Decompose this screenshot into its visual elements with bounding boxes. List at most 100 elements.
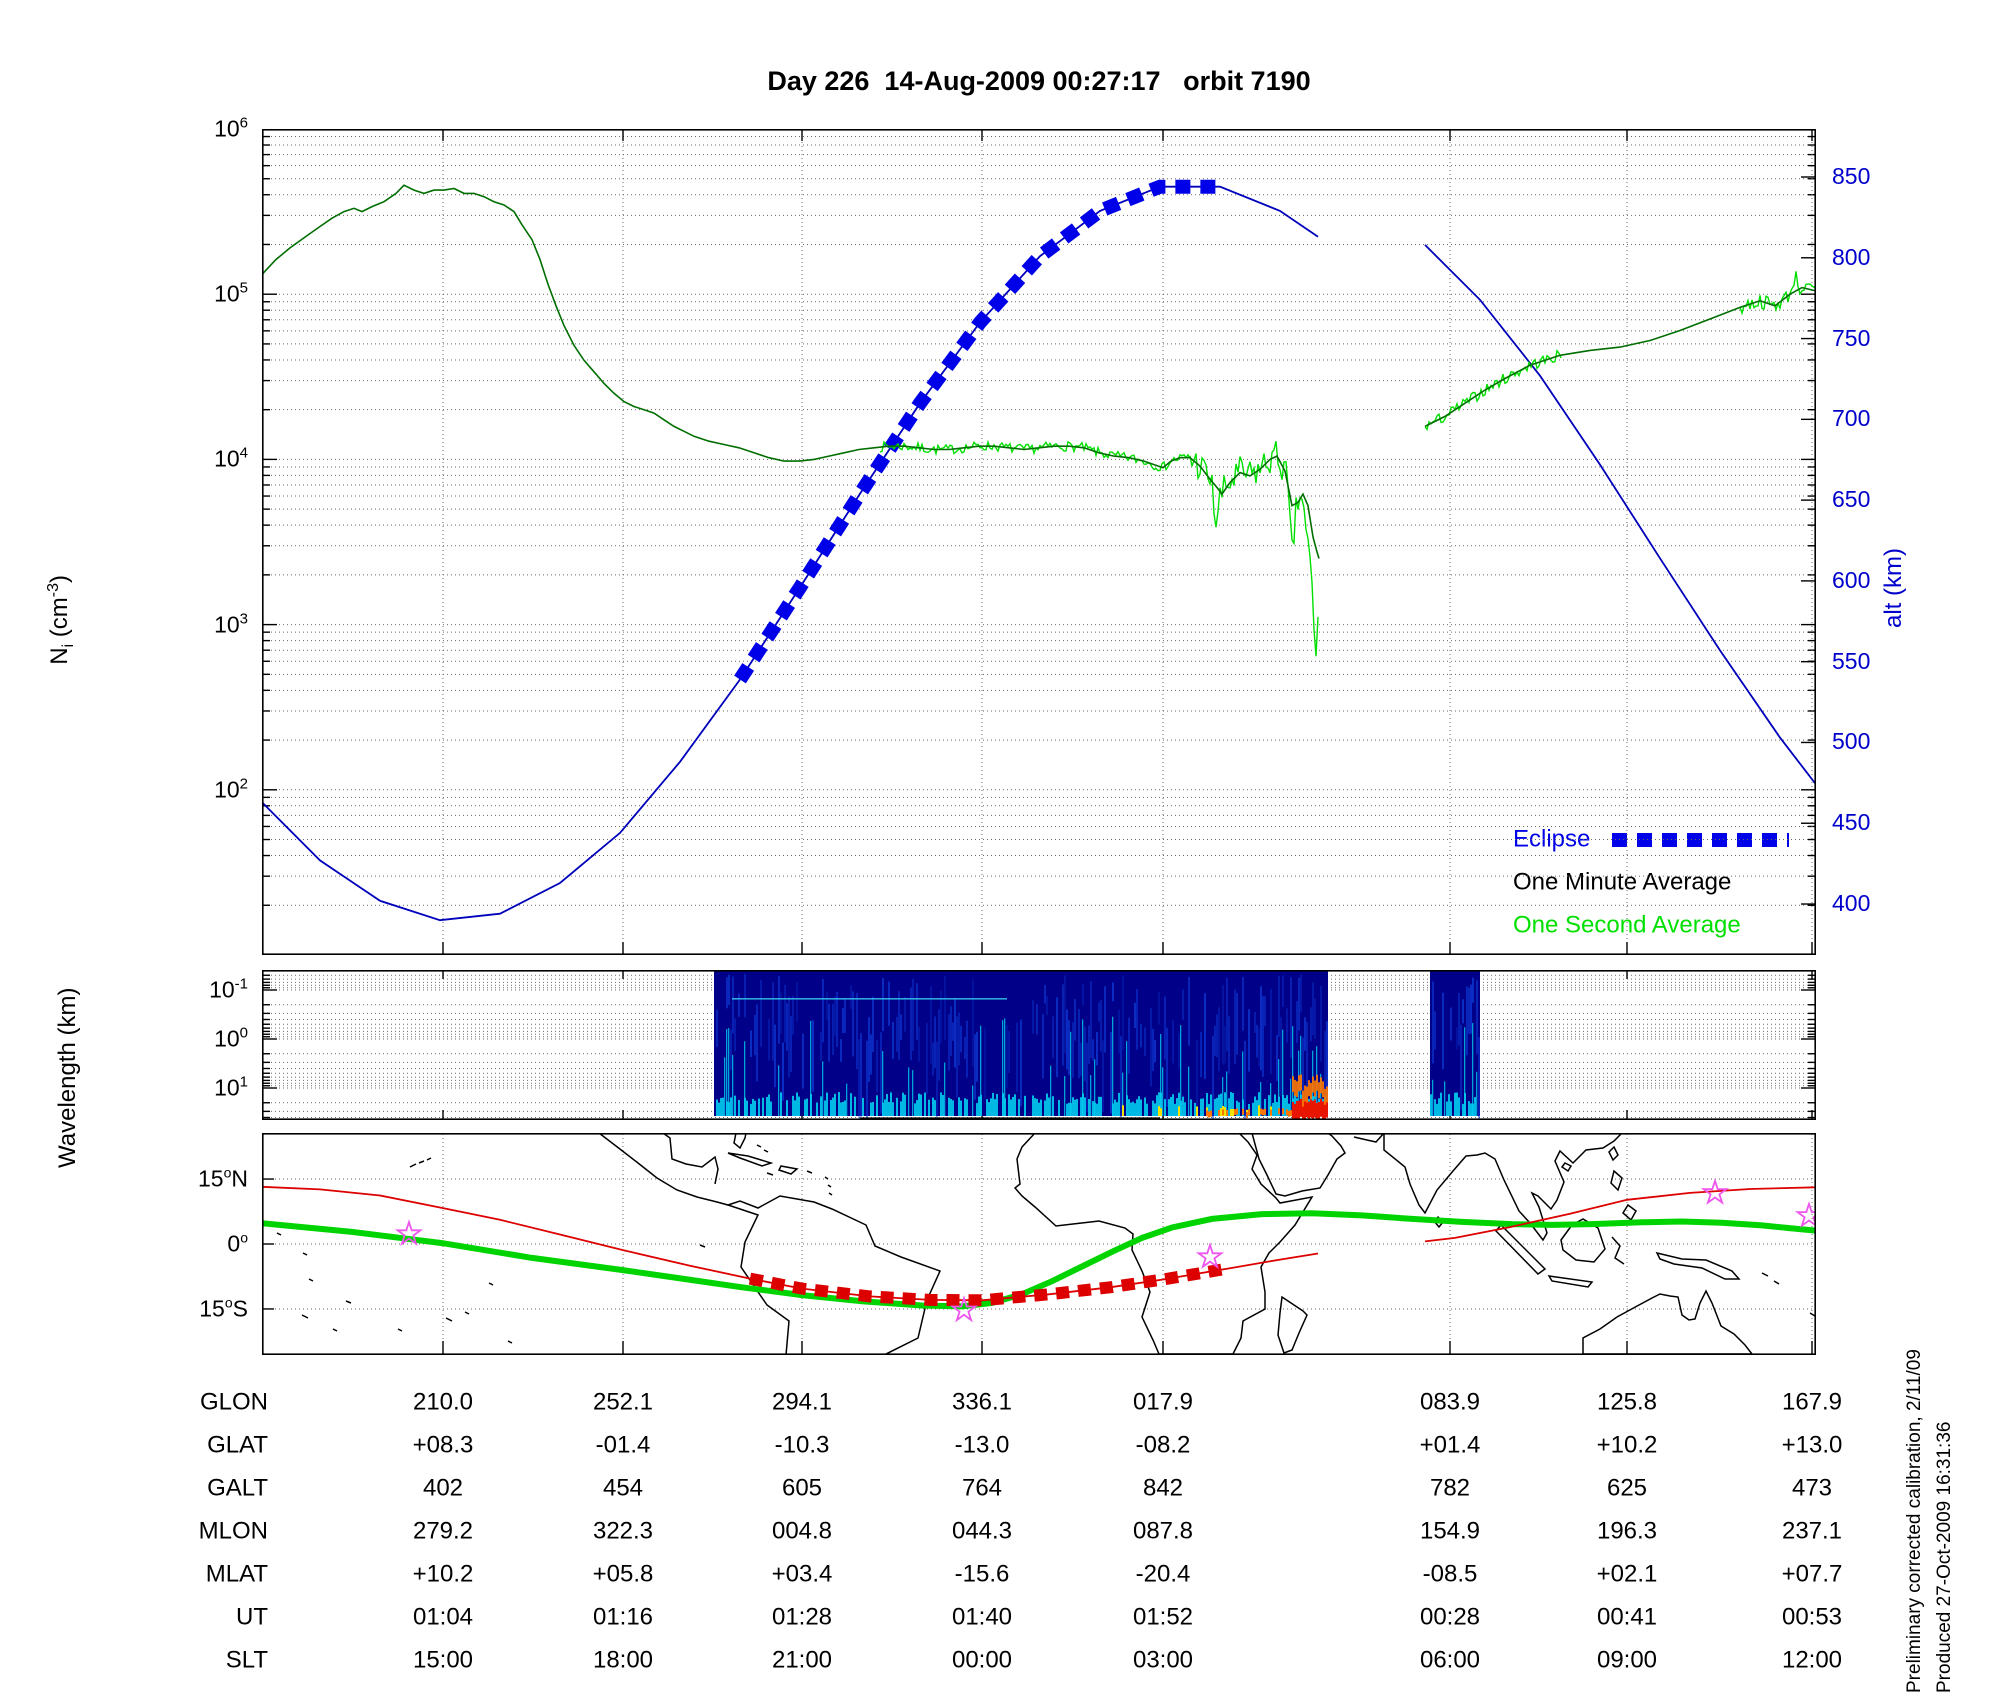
coastline bbox=[1582, 1289, 1754, 1355]
coastline bbox=[276, 1144, 1816, 1344]
table-cell-mlon: 237.1 bbox=[1781, 1517, 1843, 1545]
wavelength-axis-tick: 100 bbox=[214, 1024, 248, 1052]
table-cell-ut: 01:28 bbox=[771, 1603, 833, 1631]
altitude-axis-tick: 800 bbox=[1832, 243, 1871, 270]
table-cell-slt: 12:00 bbox=[1781, 1646, 1843, 1674]
table-cell-ut: 00:28 bbox=[1419, 1603, 1481, 1631]
coastline bbox=[1251, 1133, 1346, 1197]
table-cell-glon: 252.1 bbox=[592, 1388, 654, 1416]
table-cell-mlon: 322.3 bbox=[592, 1517, 654, 1545]
table-cell-galt: 605 bbox=[781, 1474, 823, 1502]
table-cell-glat: -08.2 bbox=[1135, 1431, 1191, 1459]
altitude-axis-tick: 850 bbox=[1832, 162, 1871, 189]
coastline bbox=[777, 1165, 799, 1175]
table-cell-glon: 083.9 bbox=[1419, 1388, 1481, 1416]
table-cell-glon: 017.9 bbox=[1132, 1388, 1194, 1416]
table-row-label: SLT bbox=[225, 1646, 268, 1674]
table-cell-glat: +01.4 bbox=[1419, 1431, 1481, 1459]
table-cell-ut: 00:41 bbox=[1596, 1603, 1658, 1631]
table-cell-mlat: +05.8 bbox=[592, 1560, 654, 1588]
table-cell-galt: 454 bbox=[602, 1474, 644, 1502]
table-cell-ut: 01:52 bbox=[1132, 1603, 1194, 1631]
table-cell-galt: 764 bbox=[961, 1474, 1003, 1502]
table-cell-mlat: +02.1 bbox=[1596, 1560, 1658, 1588]
table-cell-glat: -10.3 bbox=[774, 1431, 830, 1459]
left-axis-label: Ni (cm-3) bbox=[45, 575, 77, 665]
table-cell-glat: +10.2 bbox=[1596, 1431, 1658, 1459]
table-cell-slt: 18:00 bbox=[592, 1646, 654, 1674]
table-cell-glat: +13.0 bbox=[1781, 1431, 1843, 1459]
table-cell-slt: 15:00 bbox=[412, 1646, 474, 1674]
wavelength-axis-tick: 101 bbox=[214, 1073, 248, 1101]
table-cell-slt: 09:00 bbox=[1596, 1646, 1658, 1674]
altitude-axis-tick: 650 bbox=[1832, 485, 1871, 512]
coastline bbox=[1655, 1251, 1741, 1280]
coastline bbox=[1547, 1275, 1594, 1288]
table-cell-slt: 21:00 bbox=[771, 1646, 833, 1674]
altitude-axis-tick: 550 bbox=[1832, 647, 1871, 674]
wavelength-axis-label: Wavelength (km) bbox=[54, 987, 81, 1169]
table-cell-mlon: 044.3 bbox=[951, 1517, 1013, 1545]
calibration-note: Preliminary corrected calibration, 2/11/… bbox=[1904, 1349, 1925, 1693]
coastline bbox=[1611, 1236, 1625, 1265]
wavelength-axis-tick: 10-1 bbox=[209, 975, 248, 1003]
table-cell-glat: -01.4 bbox=[595, 1431, 651, 1459]
table-cell-mlon: 087.8 bbox=[1132, 1517, 1194, 1545]
table-cell-mlon: 154.9 bbox=[1419, 1517, 1481, 1545]
table-cell-galt: 782 bbox=[1429, 1474, 1471, 1502]
table-cell-mlat: +10.2 bbox=[412, 1560, 474, 1588]
table-cell-mlon: 004.8 bbox=[771, 1517, 833, 1545]
coastline bbox=[725, 1195, 942, 1355]
table-cell-galt: 473 bbox=[1791, 1474, 1833, 1502]
density-axis-tick: 102 bbox=[214, 775, 248, 803]
legend-one-second-label: One Second Average bbox=[1513, 911, 1741, 939]
table-cell-ut: 01:04 bbox=[412, 1603, 474, 1631]
table-cell-slt: 03:00 bbox=[1132, 1646, 1194, 1674]
page-title: Day 226 14-Aug-2009 00:27:17 orbit 7190 bbox=[767, 66, 1311, 96]
table-cell-glat: +08.3 bbox=[412, 1431, 474, 1459]
legend-eclipse-label: Eclipse bbox=[1513, 825, 1591, 853]
star-marker bbox=[949, 1295, 979, 1323]
right-axis-label: alt (km) bbox=[1880, 548, 1907, 628]
altitude-axis-tick: 400 bbox=[1832, 889, 1871, 916]
table-cell-glon: 167.9 bbox=[1781, 1388, 1843, 1416]
table-row-label: GLON bbox=[199, 1388, 268, 1416]
table-row-label: GLAT bbox=[207, 1431, 268, 1459]
coastline bbox=[727, 1152, 774, 1167]
altitude-axis-tick: 750 bbox=[1832, 324, 1871, 351]
table-cell-mlat: +03.4 bbox=[771, 1560, 833, 1588]
wavelength-spectrogram-panel bbox=[262, 970, 1816, 1120]
table-cell-mlon: 196.3 bbox=[1596, 1517, 1658, 1545]
altitude-axis-tick: 600 bbox=[1832, 566, 1871, 593]
table-row-label: UT bbox=[236, 1603, 268, 1631]
coastline bbox=[1383, 1133, 1623, 1242]
altitude-axis-tick: 700 bbox=[1832, 404, 1871, 431]
table-row-label: MLAT bbox=[205, 1560, 268, 1588]
table-row-label: MLON bbox=[198, 1517, 268, 1545]
latitude-axis-tick: 0o bbox=[227, 1229, 248, 1257]
table-cell-mlon: 279.2 bbox=[412, 1517, 474, 1545]
coastline bbox=[1610, 1169, 1637, 1222]
star-marker bbox=[394, 1219, 424, 1247]
table-cell-galt: 625 bbox=[1606, 1474, 1648, 1502]
altitude-axis-tick: 500 bbox=[1832, 727, 1871, 754]
legend-eclipse-swatch bbox=[1612, 833, 1789, 847]
coastline bbox=[1353, 1133, 1385, 1143]
table-cell-glon: 125.8 bbox=[1596, 1388, 1658, 1416]
produced-note: Produced 27-Oct-2009 16:31:36 bbox=[1934, 1421, 1955, 1693]
latitude-axis-tick: 15oS bbox=[199, 1294, 248, 1322]
table-cell-mlat: +07.7 bbox=[1781, 1560, 1843, 1588]
table-row-label: GALT bbox=[207, 1474, 268, 1502]
star-marker bbox=[1195, 1242, 1225, 1270]
table-cell-mlat: -20.4 bbox=[1135, 1560, 1191, 1588]
table-cell-glon: 210.0 bbox=[412, 1388, 474, 1416]
density-axis-tick: 104 bbox=[214, 444, 248, 472]
table-cell-slt: 00:00 bbox=[951, 1646, 1013, 1674]
density-axis-tick: 106 bbox=[214, 114, 248, 142]
density-axis-tick: 103 bbox=[214, 610, 248, 638]
table-cell-mlat: -08.5 bbox=[1422, 1560, 1478, 1588]
table-cell-ut: 01:40 bbox=[951, 1603, 1013, 1631]
table-cell-galt: 402 bbox=[422, 1474, 464, 1502]
table-cell-ut: 01:16 bbox=[592, 1603, 654, 1631]
